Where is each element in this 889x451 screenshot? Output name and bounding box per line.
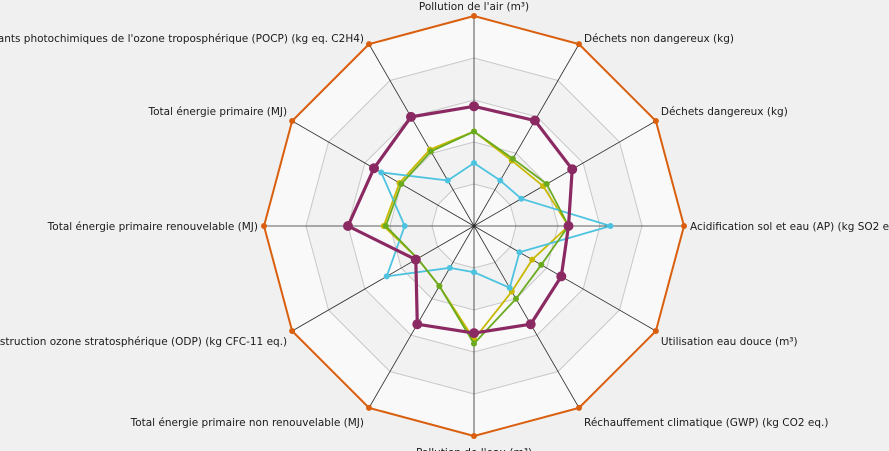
data-point [576,41,582,48]
data-point [368,163,379,174]
data-point [529,256,536,263]
data-point [471,340,477,347]
axis-label: Destruction ozone stratosphérique (ODP) … [0,336,287,348]
data-point [471,128,477,135]
data-point [261,223,267,229]
data-point [382,223,389,229]
data-point [410,254,421,265]
grid-spoke [368,43,475,227]
axis-label: Utilisation eau douce (m³) [661,336,798,348]
data-point [383,273,390,280]
data-point [471,160,477,166]
data-point [398,181,405,187]
data-point [497,177,504,184]
data-point [436,283,443,290]
axis-label: Total énergie primaire renouvelable (MJ) [47,221,258,233]
axis-label: Pollution de l'eau (m³) [416,447,532,451]
data-point [506,284,513,291]
data-point [471,13,477,19]
data-point [513,295,519,302]
data-point [471,433,477,439]
data-point [652,328,659,334]
data-point [469,101,479,112]
axis-label: Oxydants photochimiques de l'ozone tropo… [0,33,364,45]
data-point [366,41,372,48]
data-point [607,223,614,229]
data-point [471,269,477,276]
data-point [343,221,353,231]
grid-spoke [368,225,475,409]
data-point [427,148,434,155]
axis-label: Déchets non dangereux (kg) [584,33,734,45]
axis-label: Total énergie primaire (MJ) [147,106,287,118]
data-point [406,111,416,122]
grid-spoke [291,225,475,332]
axis-label: Total énergie primaire non renouvelable … [130,417,364,429]
data-point [525,319,536,330]
data-point [652,118,659,124]
data-point [681,223,687,229]
data-point [509,155,516,162]
data-point [412,319,423,330]
series-2 [378,160,614,291]
data-point [401,223,408,229]
axis-label: Réchauffement climatique (GWP) (kg CO2 e… [584,417,828,429]
data-point [446,264,453,271]
grid-spoke [473,120,657,227]
series-0 [261,13,687,439]
radar-series-group [261,13,687,439]
data-point [289,328,296,334]
data-point [529,115,540,126]
data-point [516,249,523,256]
series-4 [343,101,578,339]
axis-label: Acidification sol et eau (AP) (kg SO2 eq… [690,221,889,233]
data-point [289,118,296,124]
data-point [444,177,451,184]
data-point [567,164,578,175]
data-point [543,181,550,187]
data-point [538,261,545,268]
data-point [576,404,582,411]
data-point [469,328,479,339]
grid-spoke [473,225,580,409]
data-point [518,195,525,202]
axis-label: Pollution de l'air (m³) [419,1,529,13]
data-point [366,404,372,411]
axis-label: Déchets dangereux (kg) [661,106,788,118]
radar-grid [263,15,685,437]
grid-spoke [473,43,580,227]
data-point [563,221,574,231]
data-point [378,169,385,176]
data-point [556,271,567,282]
